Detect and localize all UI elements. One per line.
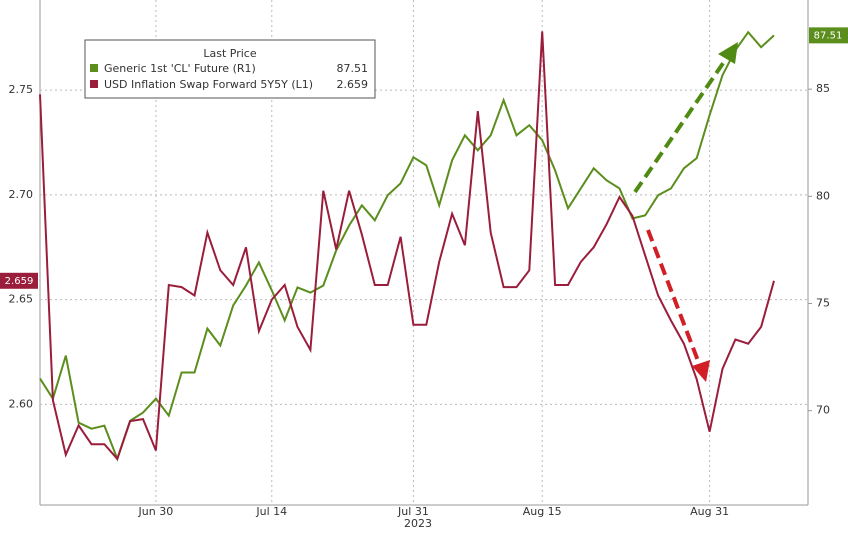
arrow-down	[646, 229, 702, 367]
x-tick-label: Jun 30	[138, 505, 174, 518]
series-lines	[39, 30, 775, 462]
x-axis-label: 2023	[404, 517, 432, 530]
legend-swatch	[90, 64, 98, 72]
legend: Last Price Generic 1st 'CL' Future (R1) …	[84, 39, 376, 99]
legend-swatch	[90, 80, 98, 88]
y2-tick-label: 70	[816, 404, 830, 417]
arrow-head	[692, 360, 710, 382]
legend-title: Last Price	[203, 47, 256, 60]
grid	[40, 0, 808, 505]
last-value-badge	[0, 272, 38, 289]
legend-value: 2.659	[337, 78, 369, 91]
x-tick-label: Aug 15	[523, 505, 562, 518]
last-value-label: 2.659	[5, 276, 34, 287]
x-tick-label: Jul 14	[255, 505, 287, 518]
last-value-badge	[809, 27, 848, 44]
y2-tick-label: 75	[816, 297, 830, 310]
annotation-arrows	[633, 42, 738, 382]
y2-tick-label: 80	[816, 189, 830, 202]
last-value-label: 87.51	[814, 30, 843, 41]
series-line	[39, 31, 775, 461]
legend-value: 87.51	[337, 62, 369, 75]
arrow-up	[633, 54, 730, 194]
y2-tick-label: 85	[816, 82, 830, 95]
arrow-head	[718, 42, 738, 64]
y-tick-label: 2.60	[9, 397, 34, 410]
x-tick-label: Jul 31	[397, 505, 429, 518]
x-tick-label: Aug 31	[690, 505, 729, 518]
y-tick-label: 2.75	[9, 83, 34, 96]
series-line	[39, 30, 775, 462]
legend-entry: Generic 1st 'CL' Future (R1)	[104, 62, 256, 75]
y-tick-label: 2.65	[9, 293, 34, 306]
legend-box	[84, 39, 376, 99]
y-tick-label: 2.70	[9, 188, 34, 201]
legend-entry: USD Inflation Swap Forward 5Y5Y (L1)	[104, 78, 313, 91]
